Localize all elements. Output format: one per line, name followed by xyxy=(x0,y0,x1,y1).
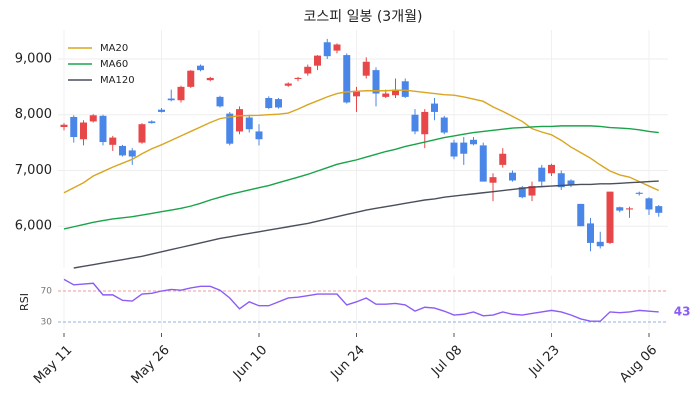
candle-body xyxy=(382,93,390,97)
y-tick-label: 70 xyxy=(41,287,53,297)
candle-body xyxy=(479,145,487,182)
candle-body xyxy=(284,83,292,86)
candle-body xyxy=(236,109,243,132)
ma-line xyxy=(63,125,659,230)
candle-body xyxy=(275,99,282,108)
y-tick-label: 30 xyxy=(41,318,53,328)
candle-body xyxy=(401,81,409,97)
candle-body xyxy=(548,164,555,174)
candle-body xyxy=(606,191,614,243)
candle-body xyxy=(70,116,78,138)
x-tick-label: Aug 06 xyxy=(617,343,660,386)
y-tick-label: 6,000 xyxy=(15,219,52,234)
candle-body xyxy=(431,103,438,112)
x-tick-label: Jul 08 xyxy=(428,343,465,380)
candle-body xyxy=(80,122,87,140)
candle-body xyxy=(323,42,331,57)
legend-label: MA60 xyxy=(100,59,128,70)
candle-body xyxy=(109,137,117,145)
candle-body xyxy=(626,208,633,210)
candle-body xyxy=(470,139,477,145)
chart-title: 코스피 일봉 (3개월) xyxy=(304,9,423,25)
ma-line xyxy=(73,180,659,269)
candle-body xyxy=(353,90,360,97)
candle-body xyxy=(577,203,585,227)
candle-body xyxy=(60,124,68,127)
candle-body xyxy=(392,89,399,96)
candle-body xyxy=(294,77,302,80)
candle-body xyxy=(255,131,263,140)
candle-body xyxy=(177,86,185,101)
candle-body xyxy=(148,121,156,124)
candle-body xyxy=(265,98,273,109)
candle-body xyxy=(343,55,351,103)
candle-body xyxy=(226,113,234,144)
candle-body xyxy=(206,77,214,81)
candle-body xyxy=(509,172,516,181)
candle-body xyxy=(128,150,136,157)
candle-body xyxy=(138,124,146,143)
candle-body xyxy=(528,186,536,196)
x-tick-label: Jul 23 xyxy=(526,343,563,380)
candle-body xyxy=(450,142,458,157)
last-value-label: 43 xyxy=(674,304,691,318)
candle-body xyxy=(557,173,565,188)
candle-body xyxy=(158,109,165,112)
x-tick-label: May 26 xyxy=(129,343,173,387)
candle-body xyxy=(655,206,663,213)
candle-body xyxy=(89,115,97,122)
candle-body xyxy=(99,115,107,143)
legend-label: MA20 xyxy=(100,43,128,54)
candle-body xyxy=(421,111,429,135)
y-tick-label: 8,000 xyxy=(15,107,52,122)
candle-body xyxy=(499,153,507,165)
candle-body xyxy=(333,44,341,51)
candle-body xyxy=(362,61,370,76)
legend-label: MA120 xyxy=(100,75,135,86)
candle-body xyxy=(460,142,468,154)
x-tick-label: May 11 xyxy=(31,343,75,387)
candle-body xyxy=(596,241,604,247)
y-axis-label: RSI xyxy=(18,293,31,311)
rsi-line xyxy=(63,278,659,322)
candle-body xyxy=(245,117,253,130)
candle-body xyxy=(440,117,448,133)
candle-body xyxy=(587,223,594,243)
candle-body xyxy=(372,70,380,94)
candle-body xyxy=(187,70,195,87)
ma-line xyxy=(63,89,660,194)
candle-body xyxy=(119,145,126,156)
candle-body xyxy=(645,198,653,210)
y-tick-label: 9,000 xyxy=(15,51,52,66)
x-tick-label: Jun 10 xyxy=(230,343,270,383)
y-tick-label: 7,000 xyxy=(15,163,52,178)
candle-body xyxy=(167,98,175,101)
candle-body xyxy=(616,207,624,211)
candle-body xyxy=(197,65,204,71)
candle-body xyxy=(216,96,224,107)
candle-body xyxy=(538,167,546,182)
candle-body xyxy=(567,180,575,185)
candle-body xyxy=(304,66,312,74)
candle-body xyxy=(635,192,643,194)
candle-body xyxy=(411,114,419,132)
candle-body xyxy=(489,177,497,183)
candle-body xyxy=(314,55,321,66)
x-tick-label: Jun 24 xyxy=(327,343,367,383)
candle-body xyxy=(518,187,526,198)
